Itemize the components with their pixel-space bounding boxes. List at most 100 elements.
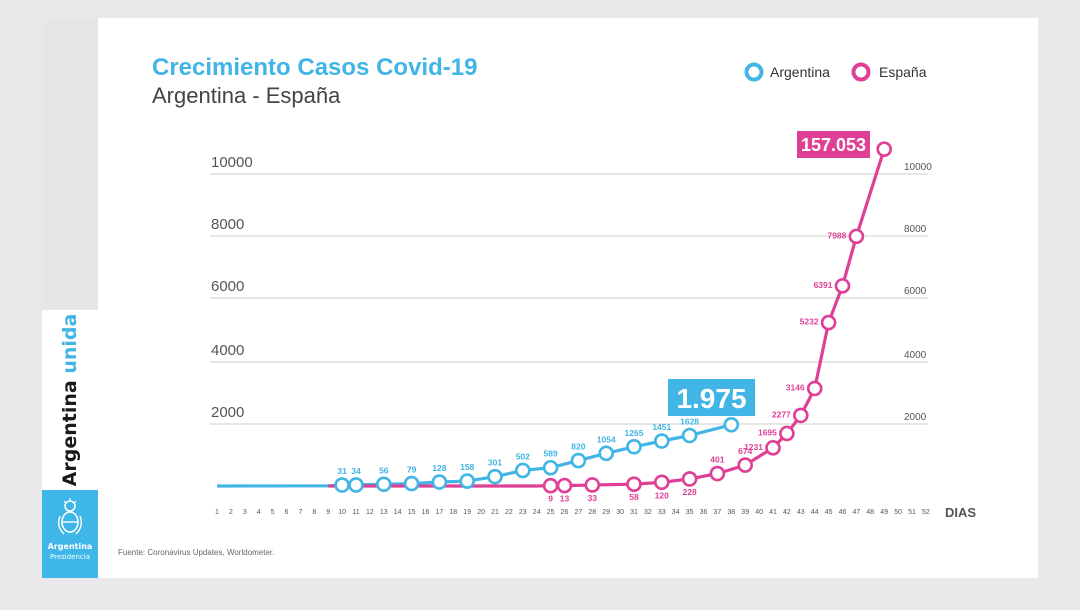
y-tick-left: 4000 — [211, 342, 244, 359]
x-tick-label: 40 — [755, 509, 763, 516]
x-tick-label: 20 — [477, 509, 485, 516]
y-tick-right: 6000 — [904, 286, 927, 297]
y-tick-left: 10000 — [211, 154, 253, 171]
y-tick-right: 2000 — [904, 412, 927, 423]
point-espana — [779, 425, 795, 442]
x-tick-label: 50 — [894, 509, 902, 516]
x-tick-label: 7 — [298, 509, 302, 516]
point-argentina — [626, 438, 642, 455]
data-label-argentina: 31 — [337, 466, 347, 476]
data-label-espana: 120 — [655, 490, 669, 500]
data-label-argentina: 502 — [516, 451, 530, 461]
point-argentina — [431, 474, 448, 490]
x-tick-label: 51 — [908, 509, 916, 516]
x-tick-label: 41 — [769, 509, 777, 516]
point-espana — [709, 465, 726, 482]
legend: Argentina España — [744, 62, 927, 82]
data-label-espana: 33 — [588, 493, 598, 503]
data-label-argentina: 1054 — [597, 434, 616, 444]
data-label-argentina: 1265 — [625, 428, 644, 438]
point-espana — [737, 457, 754, 473]
x-tick-label: 39 — [741, 509, 749, 516]
x-axis: 1 2 3 4 5 6 7 8 9 10 11 12 13 14 15 16 17 18 19 20 21 22 23 24 2… — [215, 509, 930, 516]
point-espana — [806, 380, 823, 397]
x-tick-label: 34 — [672, 509, 680, 516]
x-tick-label: 26 — [561, 509, 569, 516]
x-tick-label: 38 — [727, 509, 735, 516]
x-tick-label: 8 — [312, 509, 316, 516]
x-tick-label: 27 — [575, 509, 583, 516]
x-tick-label: 25 — [547, 509, 555, 516]
data-label-argentina: 56 — [379, 465, 389, 475]
data-label-espana: 228 — [683, 487, 697, 497]
x-tick-label: 42 — [783, 509, 791, 516]
y-tick-left: 2000 — [211, 404, 244, 421]
grid: 2000 2000 4000 4000 6000 6000 8000 8000 10000 100… — [210, 154, 932, 425]
x-tick-label: 12 — [366, 509, 374, 516]
point-argentina — [348, 477, 364, 493]
data-label-espana: 13 — [560, 494, 570, 504]
source-note: Fuente: Coronavirus Updates, Worldometer… — [118, 548, 274, 557]
point-argentina — [723, 416, 740, 433]
point-espana — [653, 474, 670, 491]
x-tick-label: 32 — [644, 509, 652, 516]
point-argentina — [487, 468, 503, 485]
x-tick-label: 31 — [630, 509, 638, 516]
chart-title: Crecimiento Casos Covid-19 — [152, 54, 477, 81]
x-tick-label: 10 — [338, 509, 346, 516]
data-label-argentina: 128 — [432, 463, 446, 473]
data-label-espana: 7988 — [827, 230, 846, 240]
x-tick-label: 48 — [866, 509, 874, 516]
x-tick-label: 22 — [505, 509, 513, 516]
x-tick-label: 5 — [271, 509, 275, 516]
data-label-espana: 9 — [548, 494, 553, 504]
data-label-argentina: 589 — [544, 449, 558, 459]
point-espana — [584, 477, 601, 493]
callout-argentina-value: 1.975 — [676, 383, 746, 414]
y-tick-left: 8000 — [211, 216, 244, 233]
point-espana — [820, 314, 837, 331]
coat-of-arms-icon — [57, 498, 83, 535]
point-argentina — [598, 445, 615, 462]
x-tick-label: 4 — [257, 509, 261, 516]
point-argentina — [542, 459, 559, 476]
legend-label-espana: España — [879, 64, 927, 80]
point-espana — [876, 141, 893, 157]
x-tick-label: 21 — [491, 509, 499, 516]
point-espana — [834, 278, 851, 294]
x-tick-label: 14 — [394, 509, 402, 516]
x-tick-label: 46 — [839, 509, 847, 516]
y-tick-right: 8000 — [904, 224, 927, 235]
point-espana — [556, 477, 573, 494]
point-argentina — [570, 452, 587, 469]
data-label-argentina: 34 — [351, 466, 361, 476]
x-tick-label: 9 — [326, 509, 330, 516]
callout-espana-box — [797, 131, 870, 158]
data-label-argentina: 1451 — [652, 422, 671, 432]
x-tick-label: 43 — [797, 509, 805, 516]
point-argentina — [375, 476, 392, 493]
x-tick-label: 29 — [602, 509, 610, 516]
x-tick-label: 3 — [243, 509, 247, 516]
callout-espana: 157.053 — [797, 131, 870, 158]
callout-espana-value: 157.053 — [801, 135, 866, 155]
x-tick-label: 24 — [533, 509, 541, 516]
x-tick-label: 17 — [436, 509, 444, 516]
point-argentina — [459, 473, 476, 489]
legend-marker-argentina — [744, 62, 764, 82]
point-espana — [792, 407, 809, 424]
data-label-espana: 5232 — [800, 317, 819, 327]
x-tick-label: 13 — [380, 509, 388, 516]
data-label-espana: 401 — [710, 455, 724, 465]
x-tick-label: 18 — [449, 509, 457, 516]
x-tick-label: 2 — [229, 509, 233, 516]
x-tick-label: 44 — [811, 509, 819, 516]
point-argentina — [681, 427, 698, 444]
series — [216, 141, 893, 494]
y-tick-left: 6000 — [211, 278, 244, 295]
sidebar-brand-panel — [42, 310, 98, 488]
x-tick-label: 37 — [714, 509, 722, 516]
data-label-espana: 1231 — [744, 442, 763, 452]
